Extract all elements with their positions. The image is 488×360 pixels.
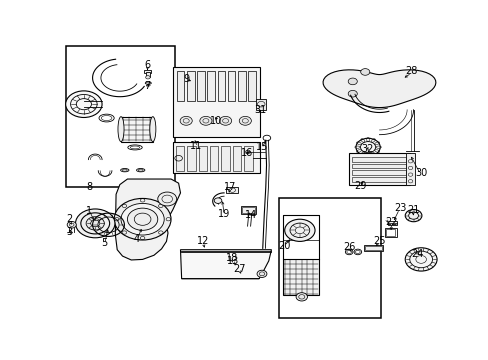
- Circle shape: [347, 90, 357, 97]
- Text: 21: 21: [407, 204, 419, 215]
- Bar: [385, 228, 396, 237]
- Circle shape: [296, 293, 307, 301]
- Circle shape: [180, 116, 192, 125]
- Text: 9: 9: [183, 74, 189, 84]
- Bar: [198, 146, 206, 171]
- Polygon shape: [115, 179, 180, 260]
- Text: 26: 26: [342, 242, 355, 252]
- Circle shape: [214, 198, 222, 203]
- Text: 27: 27: [232, 264, 245, 274]
- Bar: [241, 206, 256, 214]
- Text: 28: 28: [405, 67, 417, 76]
- Polygon shape: [173, 67, 260, 138]
- Circle shape: [284, 219, 314, 242]
- Text: 24: 24: [410, 249, 423, 259]
- Text: 31: 31: [253, 105, 265, 115]
- Circle shape: [121, 203, 164, 235]
- Bar: [351, 170, 406, 175]
- Text: 14: 14: [244, 210, 256, 220]
- Text: 1: 1: [85, 206, 92, 216]
- Circle shape: [257, 270, 266, 278]
- Bar: [248, 71, 255, 102]
- Circle shape: [75, 209, 115, 238]
- Bar: [351, 163, 406, 168]
- Text: 5: 5: [102, 238, 108, 248]
- Text: 23: 23: [393, 203, 406, 213]
- Bar: [226, 187, 238, 193]
- Text: 32: 32: [361, 144, 373, 154]
- Bar: [364, 245, 383, 251]
- Bar: [176, 146, 184, 171]
- Bar: [221, 146, 229, 171]
- Text: 12: 12: [197, 237, 209, 246]
- Polygon shape: [180, 250, 271, 279]
- Circle shape: [360, 69, 369, 75]
- Text: 19: 19: [218, 209, 230, 219]
- Text: 30: 30: [414, 168, 427, 179]
- Text: 11: 11: [189, 141, 202, 151]
- Circle shape: [405, 248, 436, 271]
- Text: 25: 25: [372, 237, 385, 246]
- Circle shape: [347, 78, 357, 85]
- Bar: [405, 153, 415, 185]
- Text: 29: 29: [354, 181, 366, 191]
- Bar: [173, 141, 260, 174]
- Bar: [244, 146, 252, 171]
- Text: 13: 13: [227, 256, 239, 266]
- Bar: [232, 146, 241, 171]
- Text: 15: 15: [255, 142, 267, 152]
- Ellipse shape: [149, 117, 156, 141]
- Text: 2: 2: [66, 214, 72, 224]
- Bar: [207, 71, 215, 102]
- Bar: [282, 260, 318, 296]
- Circle shape: [114, 198, 171, 240]
- Text: 10: 10: [210, 116, 222, 126]
- Text: 7: 7: [144, 81, 150, 91]
- Bar: [351, 177, 406, 182]
- Text: 16: 16: [240, 148, 252, 158]
- Circle shape: [65, 91, 102, 117]
- Bar: [386, 229, 395, 237]
- Bar: [187, 146, 195, 171]
- Text: 18: 18: [225, 253, 237, 263]
- Circle shape: [239, 116, 251, 125]
- Bar: [65, 46, 175, 187]
- Bar: [186, 71, 194, 102]
- Bar: [227, 71, 235, 102]
- Text: 20: 20: [277, 240, 289, 251]
- Bar: [197, 71, 204, 102]
- Bar: [348, 153, 409, 185]
- Bar: [210, 146, 218, 171]
- Circle shape: [67, 221, 76, 228]
- Ellipse shape: [118, 117, 124, 141]
- Bar: [176, 71, 184, 102]
- Bar: [242, 207, 255, 213]
- Bar: [144, 69, 151, 73]
- Text: 3: 3: [66, 227, 72, 237]
- Text: 4: 4: [134, 234, 140, 244]
- Bar: [256, 99, 265, 110]
- Circle shape: [127, 208, 158, 230]
- Bar: [238, 71, 245, 102]
- Circle shape: [355, 138, 380, 156]
- Circle shape: [145, 76, 150, 79]
- Bar: [146, 72, 149, 77]
- Polygon shape: [323, 70, 435, 108]
- Bar: [121, 117, 153, 141]
- Bar: [351, 157, 406, 162]
- Bar: [387, 221, 396, 225]
- Text: 22: 22: [385, 217, 397, 227]
- Circle shape: [86, 217, 104, 230]
- Circle shape: [405, 210, 421, 222]
- Circle shape: [200, 116, 211, 125]
- Circle shape: [158, 192, 176, 206]
- Text: 8: 8: [86, 181, 92, 192]
- Text: 17: 17: [223, 183, 236, 192]
- Bar: [365, 246, 381, 250]
- Bar: [217, 71, 225, 102]
- Text: 6: 6: [144, 60, 150, 70]
- Circle shape: [219, 116, 231, 125]
- Bar: [279, 198, 381, 318]
